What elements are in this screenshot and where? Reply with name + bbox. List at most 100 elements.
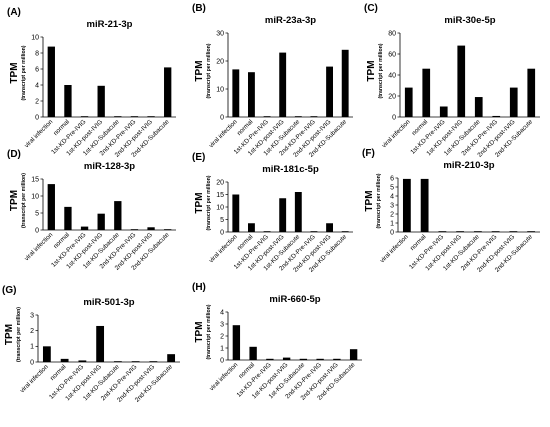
panel-a-letter: (A) [7, 7, 21, 18]
panel-f-ytick-label: 6 [390, 175, 394, 182]
panel-c-ytick-label: 40 [388, 72, 396, 79]
panel-a-ytick-label: 2 [35, 98, 39, 105]
panel-h-bar-1 [232, 325, 241, 360]
panel-b-bar-2 [248, 72, 255, 117]
panel-g-ytick-label: 3 [30, 312, 34, 319]
panel-b-bar-4 [279, 52, 287, 117]
panel-e-ylabel-unit: (transcript per million) [206, 175, 212, 230]
panel-c-ytick-label: 60 [388, 51, 396, 58]
panel-f-bar-5 [473, 231, 482, 232]
panel-e-bar-6 [310, 231, 318, 232]
panel-e-bar-4 [279, 198, 287, 232]
panel-d-bar-5 [114, 201, 122, 230]
panel-h-ytick-label: 3 [220, 321, 224, 328]
panel-e-bar-1 [232, 194, 240, 232]
panel-b-bar-5 [294, 116, 302, 117]
panel-d-ytick-label: 5 [35, 210, 39, 217]
panel-f-category-label: viral infection [379, 233, 410, 264]
panel-d-bar-4 [97, 213, 105, 230]
panel-g-bar-1 [42, 346, 51, 362]
panel-a-bar-2 [64, 85, 72, 117]
panel-e-ytick-label: 0 [220, 229, 224, 236]
panel-g-bar-3 [78, 360, 87, 362]
panel-a-ytick-label: 8 [35, 50, 39, 57]
panel-h-ytick-label: 1 [220, 345, 224, 352]
panel-f-ytick-label: 0 [390, 229, 394, 236]
panel-g-bar-2 [60, 358, 69, 362]
panel-e-ytick-label: 10 [216, 204, 224, 211]
panel-b-bar-3 [263, 116, 271, 117]
panel-a-ylabel: TPM [9, 62, 20, 83]
panel-g-bar-5 [113, 361, 122, 362]
panel-e-ylabel: TPM [194, 192, 205, 213]
panel-a-title: miR-21-3p [87, 19, 133, 30]
panel-b-bar-6 [310, 116, 318, 117]
panel-b-ytick-label: 20 [216, 58, 224, 65]
panel-d-bar-6 [130, 229, 139, 230]
panel-a-bar-8 [164, 67, 172, 117]
panel-g-letter: (G) [2, 285, 16, 296]
panel-c-ytick-label: 20 [388, 93, 396, 100]
panel-d-bar-8 [164, 229, 172, 230]
panel-f-bar-1 [402, 178, 411, 232]
panel-c-bar-4 [457, 45, 466, 117]
panel-b-bar-1 [232, 69, 240, 117]
panel-d-ytick-label: 10 [31, 193, 39, 200]
panel-b-ytick-label: 30 [216, 30, 224, 37]
panel-g-ytick-label: 2 [30, 328, 34, 335]
panel-b-letter: (B) [192, 3, 206, 14]
panel-f-bar-8 [527, 231, 536, 232]
panel-h-bar-3 [266, 358, 274, 360]
panel-f-ytick-label: 4 [390, 193, 394, 200]
panel-h-bar-6 [316, 358, 324, 360]
panel-d-bar-3 [80, 226, 89, 230]
panel-c-category-label: viral infection [381, 118, 412, 149]
panel-c-bar-1 [404, 87, 413, 117]
panel-g-category-label: viral infection [19, 363, 50, 394]
panel-b-ylabel-unit: (transcript per million) [206, 43, 212, 98]
panel-g-bar-6 [131, 361, 140, 362]
panel-g-bar-4 [96, 325, 105, 362]
panel-c-bar-6 [492, 115, 501, 117]
panel-e-letter: (E) [192, 152, 205, 163]
panel-c-letter: (C) [364, 3, 378, 14]
panel-f-bar-3 [438, 231, 447, 232]
panel-d-title: miR-128-3p [84, 161, 135, 172]
panel-a-ylabel-unit: (transcript per million) [21, 45, 27, 100]
panel-f-title: miR-210-3p [443, 160, 494, 171]
panel-h-category-label: viral infection [208, 361, 239, 392]
panel-d-bar-1 [47, 184, 55, 230]
panel-c-bar-8 [527, 68, 536, 117]
panel-e-ytick-label: 20 [216, 179, 224, 186]
panel-c-ylabel-unit: (transcript per million) [378, 43, 384, 98]
panel-f-ylabel: TPM [364, 190, 375, 211]
panel-d-category-label: viral infection [23, 231, 54, 262]
panel-b-title: miR-23a-3p [265, 15, 316, 26]
panel-h-ylabel: TPM [194, 321, 205, 342]
panel-e-bar-5 [294, 192, 302, 232]
panel-e-ytick-label: 5 [220, 217, 224, 224]
panel-a-ytick-label: 6 [35, 66, 39, 73]
panel-a-ytick-label: 10 [31, 34, 39, 41]
panel-d-ylabel-unit: (transcript per million) [21, 173, 27, 228]
panel-a-ytick-label: 0 [35, 114, 39, 121]
panel-h-ytick-label: 4 [220, 309, 224, 316]
panel-h-bar-2 [249, 346, 257, 360]
panel-g-ylabel-unit: (transcript per million) [16, 307, 22, 362]
panel-f-ytick-label: 1 [390, 220, 394, 227]
panel-a-bar-7 [147, 116, 155, 117]
panel-h-bar-8 [349, 349, 358, 360]
panel-g-title: miR-501-3p [83, 297, 134, 308]
panel-h-ytick-label: 0 [220, 357, 224, 364]
panel-f-bar-7 [509, 231, 518, 232]
panel-e-bar-3 [263, 231, 271, 232]
panel-a-ytick-label: 4 [35, 82, 39, 89]
panel-a-bar-4 [97, 85, 105, 117]
panel-h-bar-7 [333, 358, 341, 360]
panel-f-bar-4 [456, 231, 465, 232]
panel-b-category-label: viral infection [208, 118, 239, 149]
panel-h-bar-4 [282, 357, 291, 360]
panel-d-ylabel: TPM [9, 190, 20, 211]
panel-e-title: miR-181c-5p [262, 164, 319, 175]
